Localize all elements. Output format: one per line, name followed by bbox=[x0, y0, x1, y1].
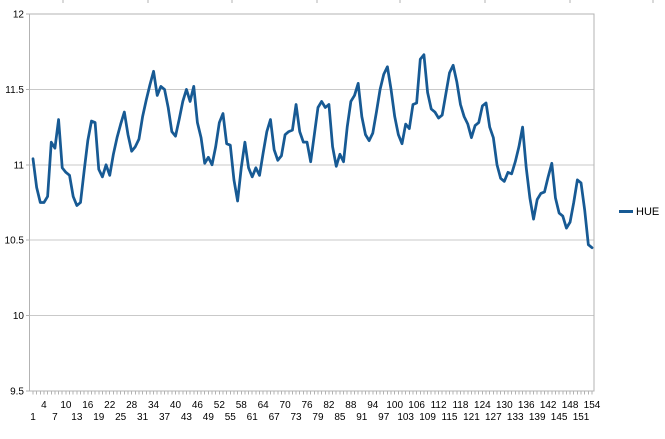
x-axis-label: 25 bbox=[115, 412, 127, 423]
x-axis-label: 70 bbox=[280, 400, 292, 411]
x-axis-label: 37 bbox=[159, 412, 171, 423]
x-axis-label: 34 bbox=[148, 400, 160, 411]
legend-line-marker-icon bbox=[619, 210, 633, 213]
x-axis-label: 100 bbox=[386, 400, 403, 411]
y-axis-label: 12 bbox=[13, 10, 25, 21]
x-axis-label: 130 bbox=[496, 400, 513, 411]
x-axis-label: 154 bbox=[584, 400, 601, 411]
legend: HUE bbox=[619, 204, 659, 219]
x-axis-label: 28 bbox=[126, 400, 138, 411]
x-axis-label: 13 bbox=[71, 412, 83, 423]
x-axis-label: 103 bbox=[397, 412, 414, 423]
x-axis-label: 16 bbox=[82, 400, 94, 411]
x-axis-label: 97 bbox=[378, 412, 390, 423]
x-axis-label: 136 bbox=[518, 400, 535, 411]
x-axis-label: 7 bbox=[52, 412, 58, 423]
x-axis-label: 127 bbox=[485, 412, 502, 423]
x-axis-label: 31 bbox=[137, 412, 149, 423]
y-axis-label: 9.5 bbox=[10, 387, 24, 398]
x-axis-label: 19 bbox=[93, 412, 105, 423]
y-axis-label: 11 bbox=[14, 160, 25, 171]
x-axis-label: 1 bbox=[30, 412, 36, 423]
x-axis-label: 46 bbox=[192, 400, 204, 411]
x-axis-label: 58 bbox=[236, 400, 248, 411]
x-axis-label: 112 bbox=[431, 400, 447, 411]
x-axis-label: 121 bbox=[463, 412, 480, 423]
x-axis-label: 115 bbox=[442, 412, 458, 423]
x-axis-label: 73 bbox=[290, 412, 302, 423]
x-axis-label: 61 bbox=[247, 412, 259, 423]
x-axis-label: 55 bbox=[225, 412, 237, 423]
plot-border bbox=[29, 13, 595, 392]
x-axis-label: 106 bbox=[408, 400, 425, 411]
x-axis-label: 67 bbox=[269, 412, 281, 423]
y-axis-label: 10 bbox=[13, 311, 25, 322]
x-axis-label: 142 bbox=[540, 400, 557, 411]
x-axis-label: 145 bbox=[551, 412, 568, 423]
x-axis-label: 79 bbox=[312, 412, 324, 423]
y-axis-label: 11.5 bbox=[5, 85, 24, 96]
x-axis-label: 88 bbox=[345, 400, 357, 411]
x-axis-label: 109 bbox=[419, 412, 436, 423]
x-axis-label: 94 bbox=[367, 400, 379, 411]
x-axis-label: 49 bbox=[203, 412, 215, 423]
x-axis-label: 76 bbox=[301, 400, 313, 411]
x-axis-label: 40 bbox=[170, 400, 182, 411]
x-axis-label: 52 bbox=[214, 400, 226, 411]
x-axis-label: 91 bbox=[356, 412, 368, 423]
x-axis-label: 22 bbox=[104, 400, 116, 411]
legend-label: HUE bbox=[636, 205, 660, 218]
x-axis-label: 10 bbox=[60, 400, 72, 411]
x-axis-label: 133 bbox=[507, 412, 524, 423]
x-axis-label: 82 bbox=[323, 400, 335, 411]
x-axis-label: 64 bbox=[258, 400, 270, 411]
hue-series-line bbox=[31, 53, 594, 250]
x-axis-label: 85 bbox=[334, 412, 346, 423]
x-axis-label: 4 bbox=[41, 400, 47, 411]
x-axis-label: 124 bbox=[474, 400, 491, 411]
y-axis-label: 10.5 bbox=[5, 236, 25, 247]
x-axis-label: 139 bbox=[529, 412, 546, 423]
x-axis-label: 148 bbox=[562, 400, 579, 411]
x-axis-label: 151 bbox=[573, 412, 590, 423]
x-axis-label: 118 bbox=[452, 400, 468, 411]
x-axis-label: 43 bbox=[181, 412, 193, 423]
